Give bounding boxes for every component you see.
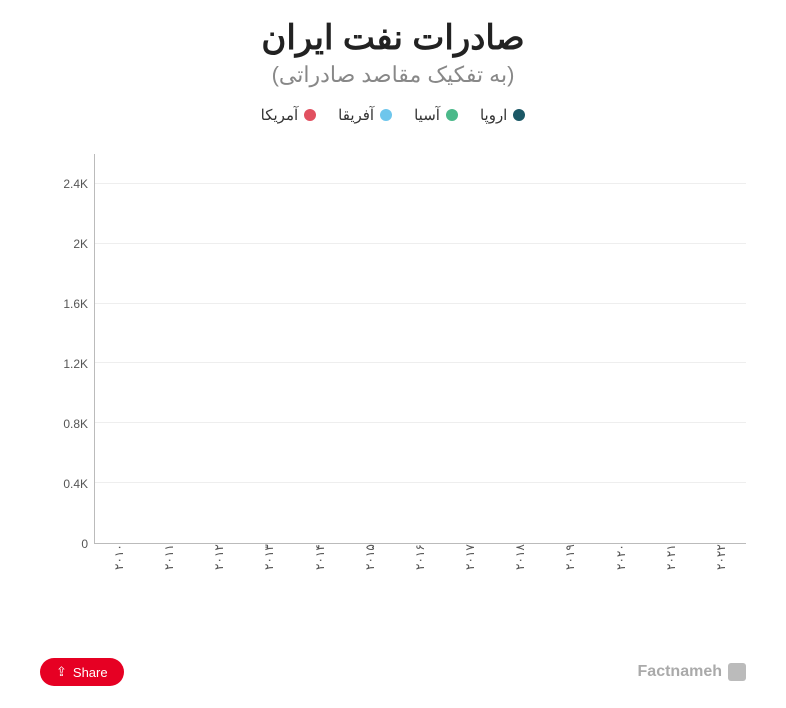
bar-slot	[245, 154, 295, 543]
grid-line	[95, 422, 746, 423]
chart-legend: اروپا آسیا آفریقا آمریکا	[0, 106, 786, 124]
y-tick-label: 0.8K	[63, 417, 88, 431]
legend-label: آسیا	[414, 106, 440, 124]
x-tick-label: ۲۰۱۸	[495, 544, 545, 584]
legend-label: اروپا	[480, 106, 507, 124]
bar-slot	[395, 154, 445, 543]
bar-slot	[696, 154, 746, 543]
x-tick-label: ۲۰۲۱	[646, 544, 696, 584]
chart-area: 0 0.4K 0.8K 1.2K 1.6K 2K 2.4K ۲۰۱۰۲۰۱۱۲۰۱۲۲۰۱۳…	[40, 154, 746, 584]
legend-swatch	[380, 109, 392, 121]
bar-slot	[596, 154, 646, 543]
legend-item: اروپا	[480, 106, 525, 124]
share-icon: ⇪	[56, 664, 67, 680]
x-tick-label: ۲۰۱۲	[194, 544, 244, 584]
chart-subtitle: (به تفکیک مقاصد صادراتی)	[0, 62, 786, 88]
legend-label: آمریکا	[261, 106, 299, 124]
bar-slot	[145, 154, 195, 543]
x-tick-label: ۲۰۲۲	[696, 544, 746, 584]
chart-header: صادرات نفت ایران (به تفکیک مقاصد صادراتی…	[0, 0, 786, 88]
legend-swatch	[446, 109, 458, 121]
x-tick-label: ۲۰۱۹	[545, 544, 595, 584]
grid-line	[95, 183, 746, 184]
legend-item: آمریکا	[261, 106, 317, 124]
grid-line	[95, 303, 746, 304]
legend-item: آسیا	[414, 106, 458, 124]
y-tick-label: 2.4K	[63, 177, 88, 191]
legend-label: آفریقا	[338, 106, 374, 124]
legend-item: آفریقا	[338, 106, 392, 124]
bar-slot	[295, 154, 345, 543]
legend-swatch	[513, 109, 525, 121]
bar-slot	[95, 154, 145, 543]
brand: Factnameh	[638, 663, 746, 681]
bar-slot	[546, 154, 596, 543]
bar-slot	[446, 154, 496, 543]
x-tick-label: ۲۰۱۳	[244, 544, 294, 584]
brand-logo-icon	[728, 663, 746, 681]
brand-label: Factnameh	[638, 663, 722, 681]
y-tick-label: 1.2K	[63, 357, 88, 371]
bar-slot	[345, 154, 395, 543]
x-tick-label: ۲۰۱۵	[345, 544, 395, 584]
y-tick-label: 0.4K	[63, 477, 88, 491]
y-tick-label: 0	[81, 537, 88, 551]
y-tick-label: 2K	[73, 237, 88, 251]
bar-slot	[195, 154, 245, 543]
x-tick-label: ۲۰۲۰	[596, 544, 646, 584]
bar-slot	[496, 154, 546, 543]
bars-container	[95, 154, 746, 543]
bar-slot	[646, 154, 696, 543]
grid-line	[95, 362, 746, 363]
x-tick-label: ۲۰۱۱	[144, 544, 194, 584]
legend-swatch	[304, 109, 316, 121]
share-button-label: Share	[73, 665, 108, 680]
x-tick-label: ۲۰۱۷	[445, 544, 495, 584]
chart-title: صادرات نفت ایران	[0, 18, 786, 58]
share-button[interactable]: ⇪ Share	[40, 658, 124, 686]
plot-area	[94, 154, 746, 544]
footer: ⇪ Share Factnameh	[40, 658, 746, 686]
grid-line	[95, 243, 746, 244]
x-axis: ۲۰۱۰۲۰۱۱۲۰۱۲۲۰۱۳۲۰۱۴۲۰۱۵۲۰۱۶۲۰۱۷۲۰۱۸۲۰۱۹…	[94, 544, 746, 584]
grid-line	[95, 482, 746, 483]
y-axis: 00.4K0.8K1.2K1.6K2K2.4K	[40, 154, 94, 544]
x-tick-label: ۲۰۱۰	[94, 544, 144, 584]
y-tick-label: 1.6K	[63, 297, 88, 311]
x-tick-label: ۲۰۱۶	[395, 544, 445, 584]
x-tick-label: ۲۰۱۴	[295, 544, 345, 584]
